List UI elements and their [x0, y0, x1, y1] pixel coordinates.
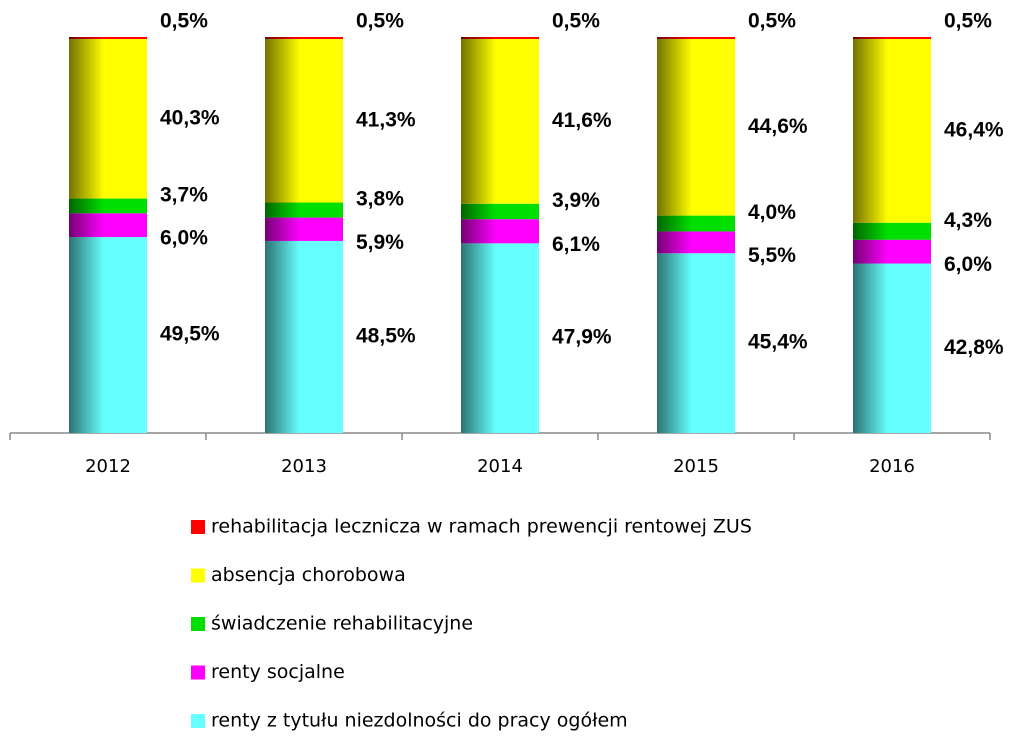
value-label: 5,5%	[748, 244, 796, 267]
value-label: 49,5%	[160, 323, 220, 346]
value-label: 47,9%	[552, 326, 612, 349]
bar-shade	[853, 37, 931, 39]
value-label: 0,5%	[356, 10, 404, 33]
bar-shade	[69, 38, 147, 199]
bar-shade	[853, 239, 931, 264]
bar-shade	[69, 213, 147, 237]
legend-swatch	[191, 520, 205, 534]
legend-swatch	[191, 714, 205, 728]
value-label: 48,5%	[356, 325, 416, 348]
value-label: 4,3%	[944, 209, 992, 232]
value-label: 4,0%	[748, 201, 796, 224]
bar-shade	[461, 203, 539, 220]
value-label: 3,8%	[356, 188, 404, 211]
bar-shade	[657, 253, 735, 433]
legend-label: świadczenie rehabilitacyjne	[211, 613, 473, 635]
value-label: 40,3%	[160, 106, 220, 129]
bar-shade	[461, 38, 539, 204]
legend-label: renty socjalne	[211, 661, 345, 683]
bar-shade	[461, 37, 539, 39]
x-tick-label: 2015	[673, 456, 719, 477]
bar-shade	[265, 217, 343, 241]
value-label: 0,5%	[160, 10, 208, 33]
value-label: 46,4%	[944, 118, 1004, 141]
x-tick-label: 2014	[477, 456, 523, 477]
legend-swatch	[191, 568, 205, 583]
x-tick-label: 2013	[281, 456, 327, 477]
bar-shade	[657, 215, 735, 232]
value-label: 6,0%	[160, 227, 208, 250]
bar-shade	[265, 38, 343, 203]
legend-label: absencja chorobowa	[211, 564, 406, 586]
value-label: 41,6%	[552, 109, 612, 132]
bar-shade	[853, 263, 931, 433]
legend-label: renty z tytułu niezdolności do pracy ogó…	[211, 710, 628, 732]
value-label: 6,1%	[552, 233, 600, 256]
bar-shade	[265, 37, 343, 39]
value-label: 0,5%	[552, 10, 600, 33]
value-label: 0,5%	[944, 10, 992, 33]
x-tick-label: 2012	[85, 456, 131, 477]
bar-shade	[265, 202, 343, 218]
legend-swatch	[191, 665, 205, 680]
value-label: 6,0%	[944, 253, 992, 276]
bar-shade	[69, 37, 147, 39]
bar-shade	[657, 38, 735, 216]
bar-shade	[69, 236, 147, 433]
bar-shade	[461, 219, 539, 244]
legend-label: rehabilitacja lecznicza w ramach prewenc…	[211, 516, 752, 538]
value-label: 45,4%	[748, 331, 808, 354]
bar-shade	[853, 222, 931, 240]
value-label: 5,9%	[356, 231, 404, 254]
value-label: 42,8%	[944, 336, 1004, 359]
bar-shade	[461, 243, 539, 433]
bar-shade	[657, 37, 735, 39]
value-label: 0,5%	[748, 10, 796, 33]
bar-shade	[69, 198, 147, 214]
value-label: 3,7%	[160, 183, 208, 206]
bar-shade	[265, 240, 343, 433]
value-label: 3,9%	[552, 189, 600, 212]
value-label: 44,6%	[748, 115, 808, 138]
bar-shade	[657, 231, 735, 254]
legend-swatch	[191, 617, 205, 631]
bar-shade	[853, 38, 931, 223]
x-tick-label: 2016	[869, 456, 915, 477]
value-label: 41,3%	[356, 108, 416, 131]
